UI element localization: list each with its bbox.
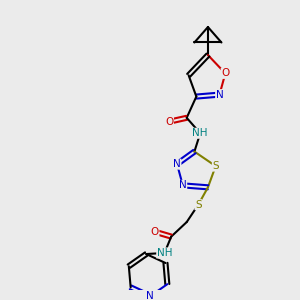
Text: O: O	[165, 117, 173, 127]
Text: N: N	[173, 159, 181, 169]
Text: O: O	[221, 68, 230, 78]
Text: NH: NH	[193, 128, 208, 138]
Text: S: S	[212, 161, 219, 171]
Text: O: O	[151, 227, 159, 237]
Text: N: N	[216, 90, 224, 100]
Text: N: N	[146, 291, 154, 300]
Text: S: S	[195, 200, 202, 210]
Text: NH: NH	[157, 248, 172, 258]
Text: N: N	[179, 180, 187, 190]
